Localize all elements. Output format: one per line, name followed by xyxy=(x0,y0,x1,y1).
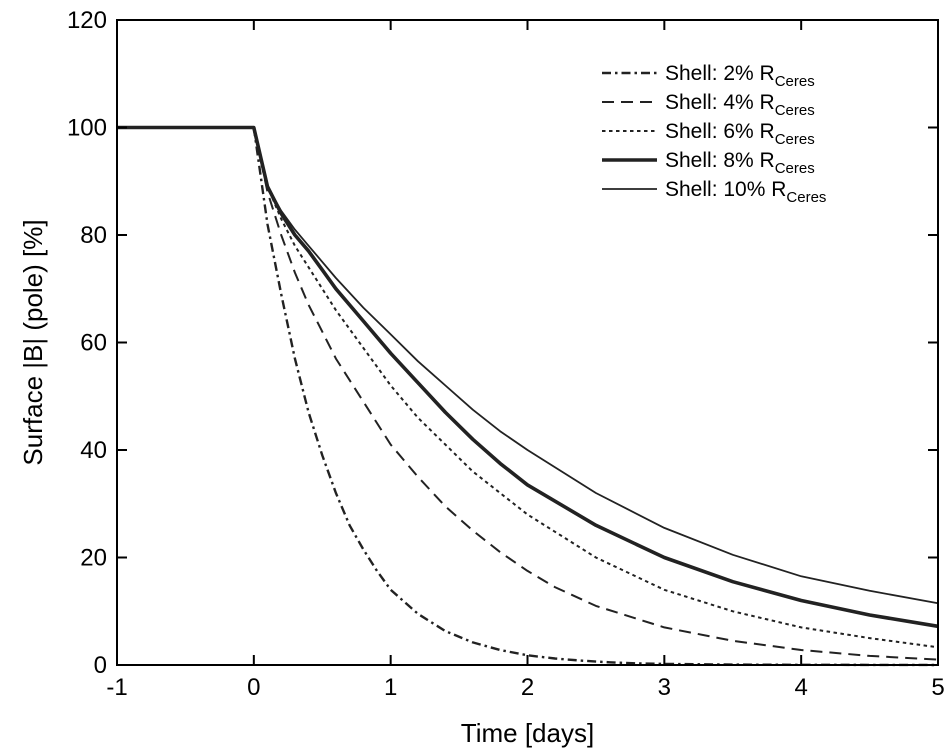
y-axis-label: Surface |B| (pole) [%] xyxy=(18,219,48,465)
y-axis: 0 20 40 60 80 100 120 xyxy=(67,7,938,679)
x-tick-label: 4 xyxy=(794,674,807,701)
y-tick-label: 20 xyxy=(80,545,107,572)
legend-label-text: Shell: 6% R xyxy=(665,120,775,143)
plot-lines xyxy=(117,125,939,667)
legend-label-4: Shell: 8% RCeres xyxy=(665,149,815,177)
x-tick-label: 1 xyxy=(384,674,397,701)
y-tick-label: 100 xyxy=(67,115,107,142)
legend-label-1: Shell: 2% RCeres xyxy=(665,62,815,90)
legend-label-subscript: Ceres xyxy=(786,189,826,206)
legend-label-text: Shell: 4% R xyxy=(665,91,775,114)
legend-label-3: Shell: 6% RCeres xyxy=(665,120,815,148)
legend-label-subscript: Ceres xyxy=(775,102,815,119)
legend-label-2: Shell: 4% RCeres xyxy=(665,91,815,119)
legend-label-subscript: Ceres xyxy=(775,160,815,177)
y-tick-label: 80 xyxy=(80,222,107,249)
legend-label-text: Shell: 10% R xyxy=(665,178,786,201)
series-line-5 xyxy=(117,126,939,605)
y-tick-label: 60 xyxy=(80,330,107,357)
legend-label-text: Shell: 8% R xyxy=(665,149,775,172)
x-axis-label: Time [days] xyxy=(461,718,594,748)
x-tick-label: 3 xyxy=(658,674,671,701)
legend-label-subscript: Ceres xyxy=(775,131,815,148)
series-line-1 xyxy=(117,126,939,667)
legend-label-5: Shell: 10% RCeres xyxy=(665,178,826,206)
legend-label-subscript: Ceres xyxy=(775,73,815,90)
y-tick-label: 120 xyxy=(67,7,107,34)
plot-frame xyxy=(116,19,939,666)
series-line-2 xyxy=(117,126,939,661)
series-line-4 xyxy=(117,125,939,629)
y-tick-label: 0 xyxy=(94,652,107,679)
x-tick-label: 5 xyxy=(931,674,944,701)
x-tick-label: -1 xyxy=(106,674,127,701)
x-axis: -1 0 1 2 3 4 5 xyxy=(106,20,945,701)
x-tick-label: 2 xyxy=(521,674,534,701)
legend-label-text: Shell: 2% R xyxy=(665,62,775,85)
x-tick-label: 0 xyxy=(247,674,260,701)
y-tick-label: 40 xyxy=(80,437,107,464)
